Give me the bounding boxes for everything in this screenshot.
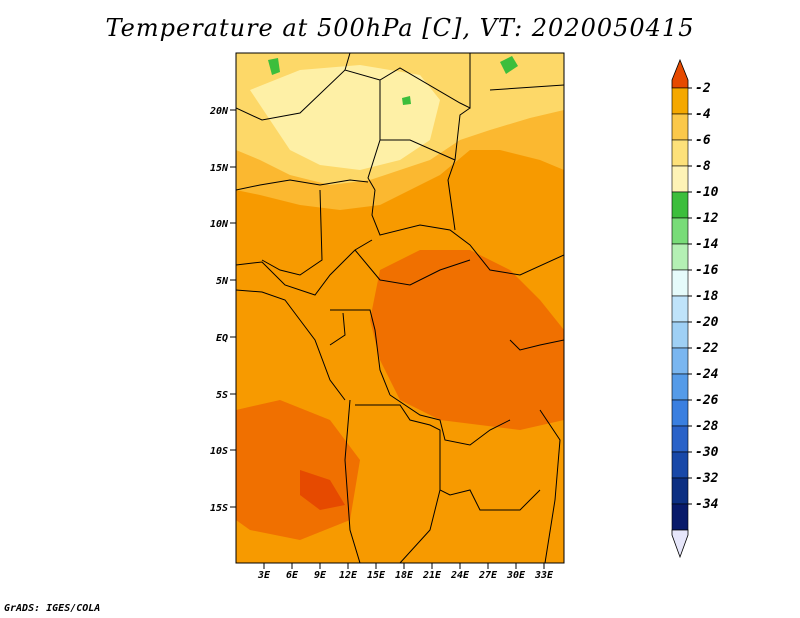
field-region-12 [250, 65, 440, 170]
colorbar-label: -12 [695, 211, 719, 226]
colorbar-cell [671, 191, 689, 219]
field-speck-14c [402, 96, 411, 105]
lat-tick-label: 10N [210, 219, 229, 230]
lon-tick-label: 27E [478, 570, 498, 581]
field-speck-14b [500, 56, 518, 74]
colorbar-label: -24 [695, 367, 719, 382]
temperature-field [236, 53, 564, 563]
lon-tick-label: 9E [314, 570, 327, 581]
latitude-axis: 20N 15N 10N 5N EQ 5S 10S 15S [209, 106, 236, 514]
colorbar-cell [671, 425, 689, 453]
field-speck-14 [268, 58, 280, 75]
lat-tick-label: EQ [216, 333, 228, 344]
colorbar-label: -26 [695, 393, 719, 408]
field-region-2 [300, 470, 345, 510]
colorbar-cell [671, 399, 689, 427]
lat-tick-label: 5S [216, 390, 228, 401]
colorbar-bottom-arrow [671, 529, 689, 559]
colorbar-label: -16 [695, 263, 719, 278]
lon-tick-label: 12E [339, 570, 358, 581]
lat-tick-label: 15N [210, 163, 229, 174]
colorbar-label: -34 [695, 497, 719, 512]
credit-text: GrADS: IGES/COLA [4, 603, 101, 614]
colorbar-cell [671, 321, 689, 349]
field-region-4 [370, 250, 564, 430]
colorbar-cell [671, 87, 689, 115]
colorbar-cell [671, 295, 689, 323]
colorbar-cell [671, 269, 689, 297]
lat-tick-label: 10S [210, 446, 228, 457]
lat-tick-label: 20N [209, 106, 229, 117]
colorbar-cell [671, 139, 689, 167]
colorbar-label: -2 [695, 81, 711, 96]
country-borders [236, 53, 564, 563]
colorbar-cell [671, 217, 689, 245]
lon-tick-label: 15E [367, 570, 386, 581]
colorbar-label: -10 [695, 185, 719, 200]
map-title: Temperature at 500hPa [C], VT: 202005041… [105, 14, 695, 42]
lon-tick-label: 6E [286, 570, 299, 581]
lon-tick-label: 33E [534, 570, 554, 581]
lon-tick-label: 30E [506, 570, 526, 581]
colorbar-label: -8 [695, 159, 711, 174]
colorbar-label: -4 [695, 107, 711, 122]
lat-tick-label: 5N [216, 276, 229, 287]
colorbar-cell [671, 347, 689, 375]
colorbar-cell [671, 503, 689, 531]
colorbar-label: -14 [695, 237, 719, 252]
lon-tick-label: 18E [395, 570, 414, 581]
colorbar-cell [671, 373, 689, 401]
lon-tick-label: 3E [257, 570, 271, 581]
colorbar-label: -30 [695, 445, 719, 460]
colorbar-cell [671, 477, 689, 505]
colorbar-label: -22 [695, 341, 719, 356]
colorbar-cell [671, 451, 689, 479]
colorbar-cell [671, 243, 689, 271]
colorbar-top-arrow [671, 58, 689, 89]
colorbar-cell [671, 165, 689, 193]
lon-tick-label: 24E [450, 570, 470, 581]
lon-tick-label: 21E [422, 570, 442, 581]
colorbar-cell [671, 113, 689, 141]
colorbar: -2 -4 -6 -8 -10 -12 -14 -16 -18 -20 -22 -24 -26 -28 -3… [671, 58, 719, 559]
colorbar-label: -28 [695, 419, 719, 434]
longitude-axis: 3E 6E 9E 12E 15E 18E 21E 24E 27E 30E 33E [257, 563, 554, 581]
map-frame [235, 52, 565, 564]
colorbar-label: -18 [695, 289, 719, 304]
lat-tick-label: 15S [210, 503, 228, 514]
colorbar-label: -20 [695, 315, 719, 330]
colorbar-label: -6 [695, 133, 711, 148]
colorbar-label: -32 [695, 471, 719, 486]
